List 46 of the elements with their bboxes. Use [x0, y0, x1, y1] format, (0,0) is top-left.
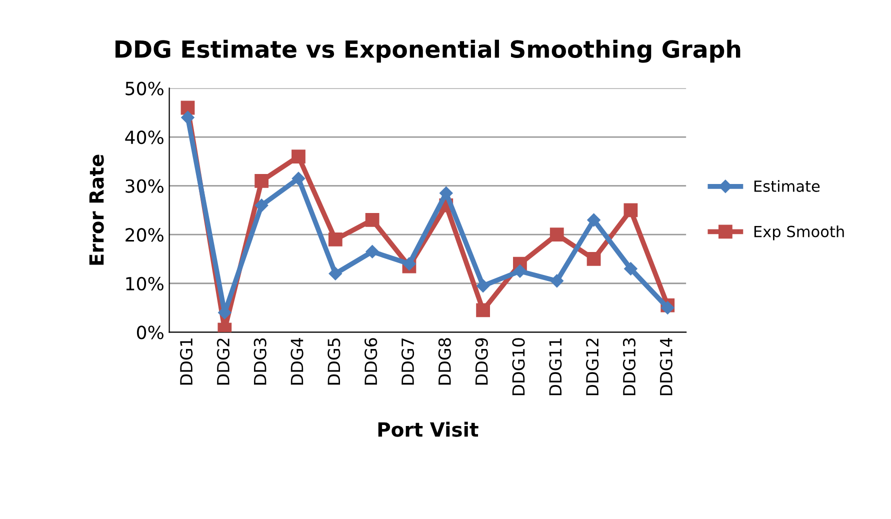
x-tick-label: DDG4: [290, 338, 304, 385]
x-tick-label: DDG2: [216, 338, 230, 385]
point: [624, 203, 638, 218]
y-tick-label: 0%: [136, 326, 164, 340]
point: [587, 213, 600, 227]
point: [181, 110, 194, 124]
point: [328, 267, 342, 280]
point: [254, 174, 269, 188]
x-tick-label: DDG8: [438, 338, 451, 385]
point: [328, 232, 342, 246]
point: [624, 262, 638, 276]
point: [440, 186, 453, 200]
legend-label: Estimate: [754, 180, 820, 192]
point: [586, 252, 601, 266]
x-tick-label: DDG10: [512, 338, 525, 396]
x-tick-label: DDG6: [364, 338, 378, 385]
chart-title: DDG Estimate vs Exponential Smoothing Graph: [116, 40, 740, 63]
x-tick-label: DDG7: [401, 338, 414, 385]
point: [402, 257, 416, 270]
y-tick-label: 50%: [126, 82, 164, 96]
point: [292, 150, 306, 164]
x-tick-label: DDG14: [660, 338, 672, 396]
x-tick-label: DDG1: [180, 338, 193, 385]
point: [254, 198, 268, 212]
point: [365, 213, 380, 227]
point: [366, 245, 379, 258]
y-tick-label: 10%: [126, 276, 164, 290]
x-tick-label: DDG9: [475, 338, 488, 385]
point: [550, 274, 564, 288]
x-tick-label: DDG5: [328, 338, 340, 385]
y-tick-label: 40%: [125, 130, 164, 144]
x-tick-label: DDG11: [549, 338, 562, 396]
legend-label: Exp Smooth: [754, 225, 844, 240]
point: [292, 172, 306, 186]
y-axis-title: Error Rate: [89, 154, 104, 265]
point: [513, 264, 527, 278]
y-tick-label: 20%: [126, 228, 164, 242]
x-tick-label: DDG3: [254, 338, 266, 385]
x-axis-title: Port Visit: [378, 422, 478, 437]
x-tick-label: DDG13: [622, 338, 636, 396]
point: [476, 279, 490, 292]
point: [661, 301, 674, 314]
point: [550, 228, 564, 242]
point: [476, 303, 490, 318]
y-tick-label: 30%: [126, 179, 164, 193]
x-tick-label: DDG12: [586, 338, 599, 396]
